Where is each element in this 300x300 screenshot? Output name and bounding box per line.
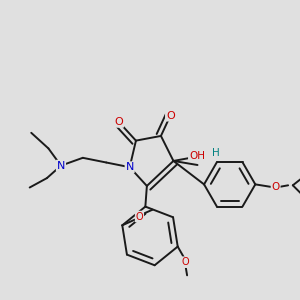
Text: H: H	[212, 148, 220, 158]
Text: O: O	[136, 212, 143, 221]
Text: O: O	[166, 111, 175, 121]
Text: N: N	[125, 162, 134, 172]
Text: O: O	[272, 182, 280, 192]
Text: N: N	[57, 160, 65, 171]
Text: O: O	[114, 117, 123, 127]
Text: O: O	[182, 257, 189, 267]
Text: OH: OH	[189, 151, 205, 161]
